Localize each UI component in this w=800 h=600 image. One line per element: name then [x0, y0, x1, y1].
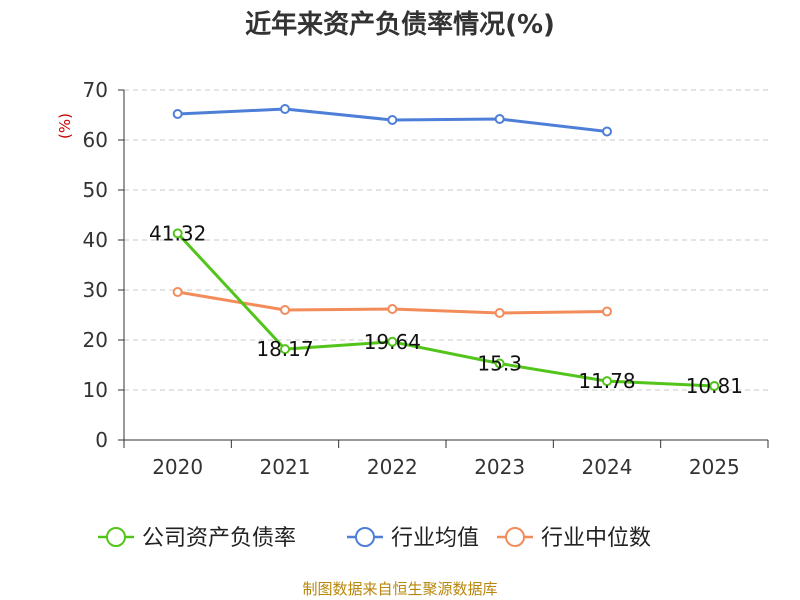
legend-item[interactable]: 公司资产负债率	[98, 526, 296, 551]
legend-marker	[106, 527, 126, 547]
data-point	[602, 126, 612, 137]
x-tick-label: 2023	[474, 455, 525, 479]
data-label: 11.78	[578, 369, 635, 393]
legend-label: 行业均值	[391, 526, 479, 551]
data-point	[387, 115, 398, 125]
data-point	[387, 304, 398, 314]
legend[interactable]: 公司资产负债率 行业均值 行业中位数	[98, 526, 651, 551]
y-tick-label: 20	[83, 328, 108, 352]
data-point	[280, 104, 290, 114]
series	[172, 104, 720, 391]
axes: 0 10 20 30 40 50 60 70 (%) 2020 2021 2022 2023 2024 20…	[56, 78, 769, 479]
data-point	[280, 344, 290, 355]
data-point	[172, 109, 183, 119]
x-tick-label: 2021	[260, 455, 311, 479]
y-tick-label: 40	[83, 228, 108, 252]
x-tick-label: 2024	[582, 455, 633, 479]
x-tick-label: 2025	[689, 455, 740, 479]
y-tick-label: 60	[83, 128, 108, 152]
legend-label: 公司资产负债率	[142, 526, 296, 551]
data-label: 15.3	[477, 352, 522, 376]
legend-marker	[505, 527, 525, 547]
y-tick-label: 10	[83, 378, 108, 402]
data-point	[602, 376, 612, 387]
y-tick-label: 70	[83, 78, 108, 102]
y-tick-label: 50	[83, 178, 108, 202]
data-label: 19.64	[364, 330, 421, 354]
series-line-0	[176, 232, 715, 388]
legend-item[interactable]: 行业中位数	[497, 526, 651, 551]
y-tick-label: 0	[95, 428, 108, 452]
legend-marker	[355, 527, 375, 547]
y-axis-label: (%)	[56, 113, 74, 139]
data-label: 10.81	[686, 374, 743, 398]
x-tick-label: 2020	[152, 455, 203, 479]
data-point	[280, 305, 290, 315]
data-point	[494, 358, 505, 369]
legend-label: 行业中位数	[541, 526, 651, 551]
x-tick-label: 2022	[367, 455, 418, 479]
data-label: 18.17	[256, 337, 313, 361]
data-point	[172, 228, 183, 239]
grid-lines	[124, 89, 768, 391]
data-point	[494, 308, 505, 318]
data-label: 41.32	[149, 221, 206, 245]
data-point	[709, 380, 720, 391]
legend-item[interactable]: 行业均值	[347, 526, 479, 551]
chart-title: 近年来资产负债率情况(%)	[245, 10, 555, 40]
source-note: 制图数据来自恒生聚源数据库	[302, 580, 498, 598]
data-labels: 41.32 18.17 19.64 15.3 11.78 10.81	[149, 221, 743, 398]
data-point	[494, 114, 505, 124]
data-point	[387, 336, 398, 347]
data-point	[172, 287, 183, 297]
data-point	[602, 306, 612, 317]
y-tick-label: 30	[83, 278, 108, 302]
